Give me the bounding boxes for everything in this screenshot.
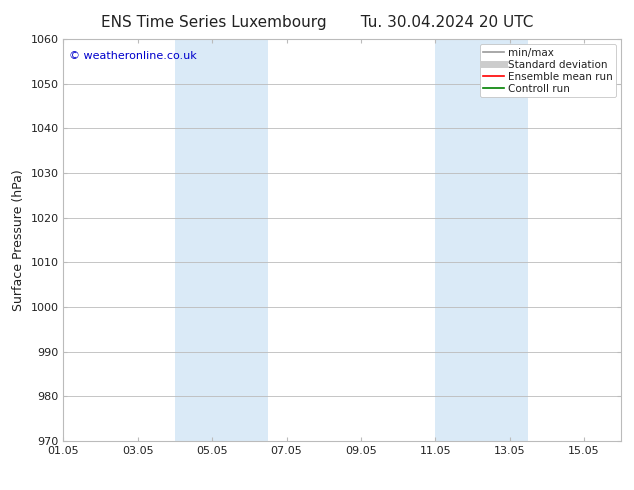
- Text: © weatheronline.co.uk: © weatheronline.co.uk: [69, 51, 197, 61]
- Text: ENS Time Series Luxembourg       Tu. 30.04.2024 20 UTC: ENS Time Series Luxembourg Tu. 30.04.202…: [101, 15, 533, 30]
- Y-axis label: Surface Pressure (hPa): Surface Pressure (hPa): [12, 169, 25, 311]
- Legend: min/max, Standard deviation, Ensemble mean run, Controll run: min/max, Standard deviation, Ensemble me…: [480, 45, 616, 97]
- Bar: [436, 39, 528, 441]
- Bar: [175, 39, 268, 441]
